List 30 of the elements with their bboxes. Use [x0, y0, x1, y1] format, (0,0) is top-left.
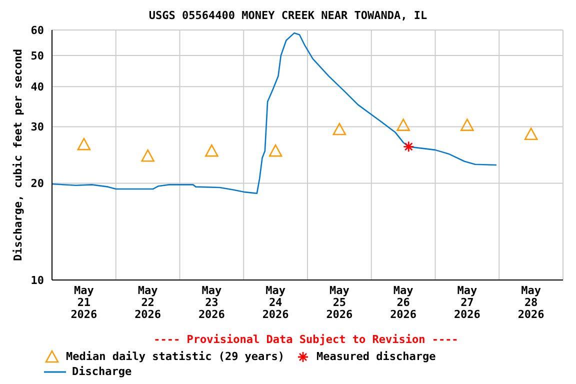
point [77, 138, 91, 150]
y-tick-label: 60 [30, 24, 44, 37]
x-tick-label: May 23 2026 [198, 284, 226, 321]
legend-label: Median daily statistic (29 years) [66, 349, 285, 364]
y-tick-label: 20 [30, 177, 44, 190]
point [332, 122, 346, 136]
chart-title: USGS 05564400 MONEY CREEK NEAR TOWANDA, IL [148, 8, 428, 24]
point [205, 144, 218, 157]
point [268, 144, 282, 157]
x-tick-label: May 21 2026 [70, 284, 98, 321]
y-tick-label: 40 [30, 80, 44, 94]
x-tick-label: May 25 2026 [326, 284, 354, 321]
x-tick-label: May 24 2026 [262, 284, 290, 321]
point [141, 149, 154, 162]
x-tick-label: May 28 2026 [518, 284, 545, 321]
x-tick-label: May 27 2026 [454, 284, 481, 321]
point [524, 128, 538, 140]
y-tick-label: 30 [30, 120, 44, 134]
text: ---- Provisional Data Subject to Revision ---- [152, 332, 460, 347]
y-tick-label: 10 [30, 274, 44, 287]
point [396, 118, 410, 131]
x-tick-label: May 26 2026 [390, 284, 417, 321]
point [402, 140, 414, 152]
y-tick-label: 50 [30, 49, 44, 62]
point [460, 118, 474, 131]
legend-label: Measured discharge [316, 349, 436, 364]
y-axis-title: Discharge, cubic feet per second [12, 49, 24, 261]
x-tick-label: May 22 2026 [134, 284, 162, 321]
legend-label: Discharge [72, 364, 132, 379]
line-series [52, 32, 498, 194]
